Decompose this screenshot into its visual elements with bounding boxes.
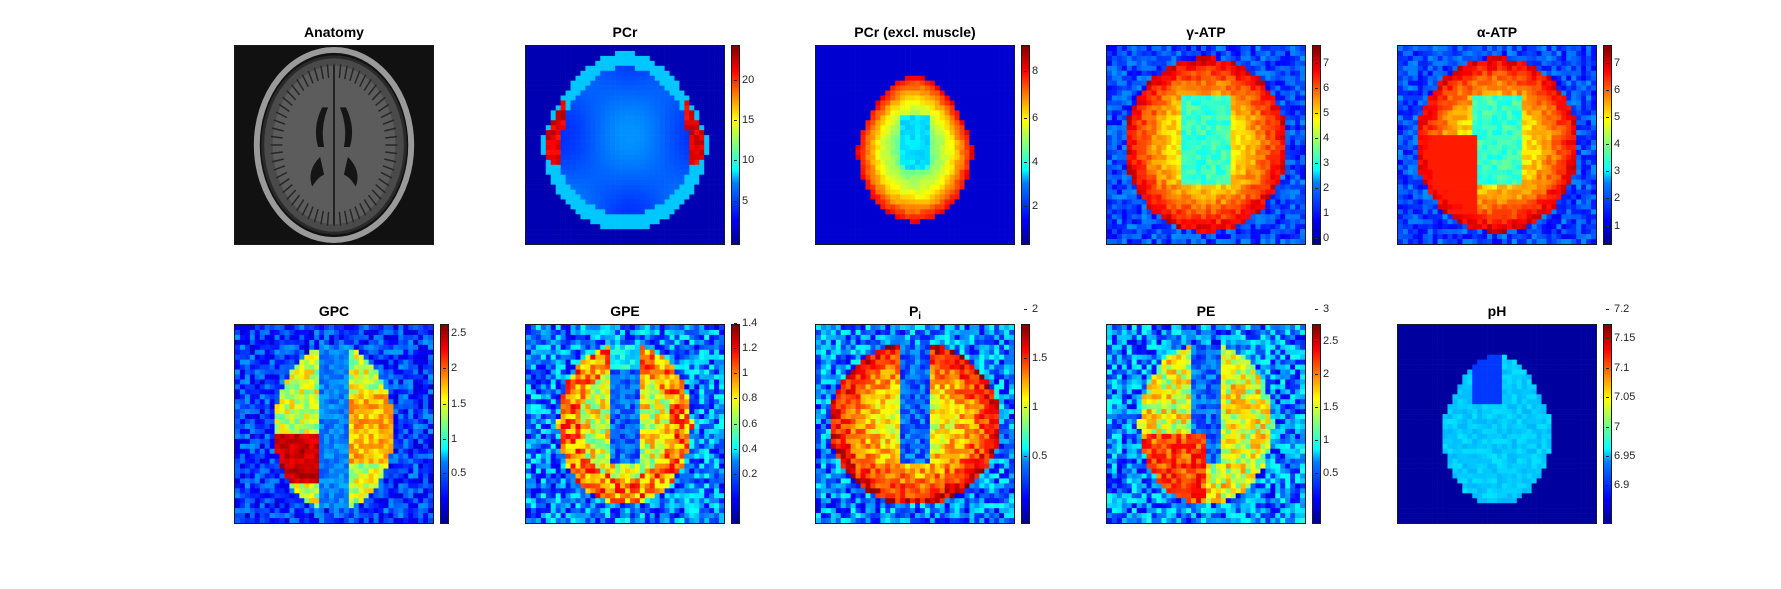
colorbar — [440, 324, 449, 524]
colorbar-tick-label: 2 — [1314, 368, 1330, 380]
colorbar — [1021, 324, 1030, 524]
colorbar-tick-label: 0.4 — [733, 443, 758, 455]
panel-title: GPE — [525, 303, 725, 319]
colorbar-tick-label: 20 — [733, 74, 755, 86]
colorbar — [731, 45, 740, 245]
colorbar-tick-label: 2 — [1314, 182, 1330, 194]
panel-title-text: Anatomy — [304, 24, 364, 40]
map-image — [1397, 45, 1597, 245]
colorbar-tick-label: 0 — [1314, 232, 1330, 244]
colorbar-tick-label: 7.15 — [1605, 332, 1636, 344]
colorbar-tick-label: 10 — [733, 154, 755, 166]
colorbar-tick-label: 6 — [1314, 82, 1330, 94]
colorbar-tick-label: 2 — [1023, 200, 1039, 212]
colorbar — [1603, 324, 1612, 524]
panel-title-text: PCr — [612, 24, 638, 40]
colorbar-tick-label: 2.5 — [1314, 335, 1339, 347]
map-image — [525, 45, 725, 245]
panel-title-subscript: i — [918, 311, 922, 322]
colorbar-tick-label: 1.5 — [1023, 352, 1048, 364]
panel-title-text: PCr (excl. muscle) — [854, 24, 976, 40]
colorbar-tick-label: 1 — [442, 433, 458, 445]
panel-title: pH — [1397, 303, 1597, 319]
panel-title: Pi — [815, 303, 1015, 325]
panel-title: GPC — [234, 303, 434, 319]
colorbar-tick-label: 5 — [1314, 107, 1330, 119]
map-image — [525, 324, 725, 524]
colorbar-tick-label: 6 — [1023, 112, 1039, 124]
colorbar — [1312, 45, 1321, 245]
map-image — [815, 45, 1015, 245]
colorbar-tick-label: 3 — [1314, 303, 1330, 315]
colorbar-tick-label: 2 — [1605, 192, 1621, 204]
panel-title-text: PE — [1196, 303, 1216, 319]
colorbar-tick-label: 4 — [1605, 138, 1621, 150]
panel-title-text: α-ATP — [1476, 24, 1518, 40]
map-image — [1106, 45, 1306, 245]
colorbar-tick-label: 1.5 — [442, 398, 467, 410]
colorbar-tick-label: 5 — [1605, 111, 1621, 123]
panel-title-text: P — [908, 303, 919, 319]
colorbar-tick-label: 1.4 — [733, 317, 758, 329]
colorbar-tick-label: 1 — [733, 367, 749, 379]
colorbar-tick-label: 2.5 — [442, 327, 467, 339]
panel-title: α-ATP — [1397, 24, 1597, 40]
panel-title: γ-ATP — [1106, 24, 1306, 40]
colorbar-tick-label: 1 — [1023, 401, 1039, 413]
panel-title-text: pH — [1487, 303, 1507, 319]
colorbar-tick-label: 1 — [1314, 434, 1330, 446]
map-image — [1397, 324, 1597, 524]
colorbar-tick-label: 0.2 — [733, 468, 758, 480]
colorbar — [1312, 324, 1321, 524]
colorbar-tick-label: 3 — [1314, 157, 1330, 169]
colorbar-tick-label: 7.05 — [1605, 391, 1636, 403]
map-image — [234, 324, 434, 524]
panel-title-text: GPC — [318, 303, 350, 319]
colorbar-tick-label: 0.5 — [1314, 467, 1339, 479]
panel-title-text: GPE — [610, 303, 640, 319]
colorbar-tick-label: 6.95 — [1605, 450, 1636, 462]
panel-title-text: γ-ATP — [1186, 24, 1226, 40]
colorbar-tick-label: 8 — [1023, 65, 1039, 77]
colorbar — [1021, 45, 1030, 245]
panel-title: PCr — [525, 24, 725, 40]
colorbar-tick-label: 15 — [733, 114, 755, 126]
colorbar-tick-label: 0.8 — [733, 392, 758, 404]
colorbar-tick-label: 2 — [442, 362, 458, 374]
colorbar-tick-label: 7 — [1605, 421, 1621, 433]
panel-title: PE — [1106, 303, 1306, 319]
colorbar-tick-label: 3 — [1605, 165, 1621, 177]
panel-title: Anatomy — [234, 24, 434, 40]
colorbar-tick-label: 1 — [1605, 220, 1621, 232]
map-image — [1106, 324, 1306, 524]
colorbar-tick-label: 1 — [1314, 207, 1330, 219]
colorbar-tick-label: 0.5 — [1023, 450, 1048, 462]
colorbar-tick-label: 6.9 — [1605, 479, 1630, 491]
colorbar-tick-label: 7 — [1605, 57, 1621, 69]
colorbar-tick-label: 4 — [1023, 156, 1039, 168]
colorbar-tick-label: 7 — [1314, 57, 1330, 69]
colorbar — [1603, 45, 1612, 245]
map-image — [815, 324, 1015, 524]
colorbar-tick-label: 5 — [733, 195, 749, 207]
colorbar-tick-label: 7.1 — [1605, 362, 1630, 374]
colorbar-tick-label: 2 — [1023, 303, 1039, 315]
map-image — [234, 45, 434, 245]
colorbar-tick-label: 1.2 — [733, 342, 758, 354]
colorbar-tick-label: 4 — [1314, 132, 1330, 144]
colorbar-tick-label: 1.5 — [1314, 401, 1339, 413]
colorbar-tick-label: 7.2 — [1605, 303, 1630, 315]
colorbar-tick-label: 0.6 — [733, 418, 758, 430]
panel-title: PCr (excl. muscle) — [815, 24, 1015, 40]
colorbar-tick-label: 6 — [1605, 84, 1621, 96]
colorbar-tick-label: 0.5 — [442, 467, 467, 479]
